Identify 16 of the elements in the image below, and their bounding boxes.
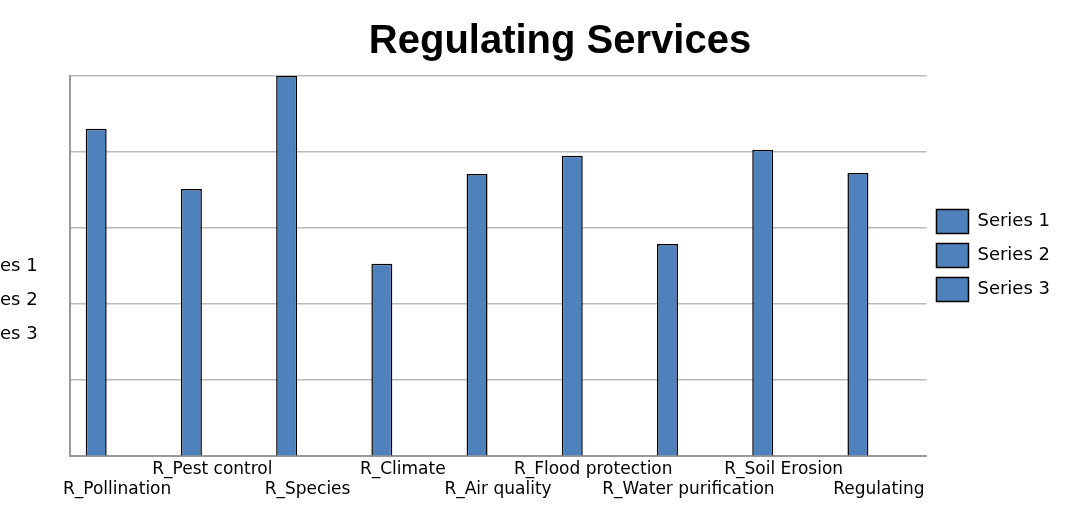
x-tick-label: R_Soil Erosion — [724, 457, 844, 479]
legend-label: Series 1 — [977, 209, 1050, 231]
text: es 1 — [0, 253, 39, 277]
x-tick-label: R_Pest control — [152, 457, 273, 479]
chart-title: Regulating Services — [368, 17, 752, 62]
x-tick-label: R_Pollination — [62, 478, 172, 500]
x-tick-label: R_Climate — [359, 457, 446, 479]
x-tick-label: R_Air quality — [444, 478, 552, 500]
x-tick-label: R_Species — [264, 478, 351, 500]
x-tick-label: R_Water purification — [602, 478, 775, 500]
text: es 2 — [0, 287, 39, 311]
text: es 3 — [0, 321, 39, 345]
x-tick-label: Regulating — [833, 478, 925, 499]
legend-label: Series 2 — [977, 243, 1050, 265]
legend-label: Series 3 — [977, 277, 1050, 299]
x-tick-label: R_Flood protection — [513, 457, 673, 479]
